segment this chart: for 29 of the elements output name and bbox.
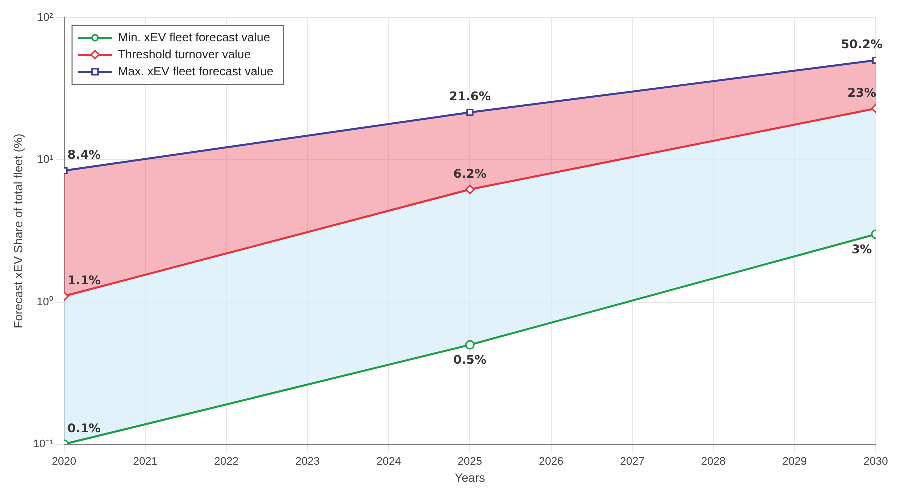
x-tick-label: 2020 xyxy=(52,456,77,468)
legend-label: Min. xEV fleet forecast value xyxy=(118,30,271,44)
x-tick-label: 2025 xyxy=(458,456,482,468)
y-tick-label: 10² xyxy=(37,12,54,24)
data-label: 50.2% xyxy=(841,38,883,52)
x-tick-label: 2023 xyxy=(296,456,320,468)
data-label: 6.2% xyxy=(454,166,487,181)
data-label: 0.1% xyxy=(68,422,101,436)
data-label: 0.5% xyxy=(454,353,487,368)
x-tick-label: 2024 xyxy=(376,456,402,468)
data-label: 21.6% xyxy=(449,90,491,104)
data-label: 23% xyxy=(848,86,876,100)
x-tick-label: 2029 xyxy=(782,456,808,468)
x-tick-label: 2030 xyxy=(864,456,888,468)
x-tick-label: 2028 xyxy=(701,456,726,468)
x-tick-label: 2021 xyxy=(133,456,158,468)
x-tick-label: 2027 xyxy=(620,456,645,468)
data-label: 1.1% xyxy=(68,274,101,288)
x-tick-label: 2022 xyxy=(214,456,239,468)
y-axis-title: Forecast xEV Share of total fleet (%) xyxy=(12,134,26,329)
x-axis-title: Years xyxy=(455,471,486,486)
x-tick-label: 2026 xyxy=(539,456,564,468)
y-tick-label: 10⁰ xyxy=(37,295,54,308)
data-label: 3% xyxy=(852,242,872,257)
legend-label: Threshold turnover value xyxy=(118,47,252,62)
y-tick-label: 10⁻¹ xyxy=(33,438,54,450)
legend-label: Max. xEV fleet forecast value xyxy=(118,64,274,78)
y-tick-label: 10¹ xyxy=(37,154,54,166)
data-label: 8.4% xyxy=(68,148,101,162)
